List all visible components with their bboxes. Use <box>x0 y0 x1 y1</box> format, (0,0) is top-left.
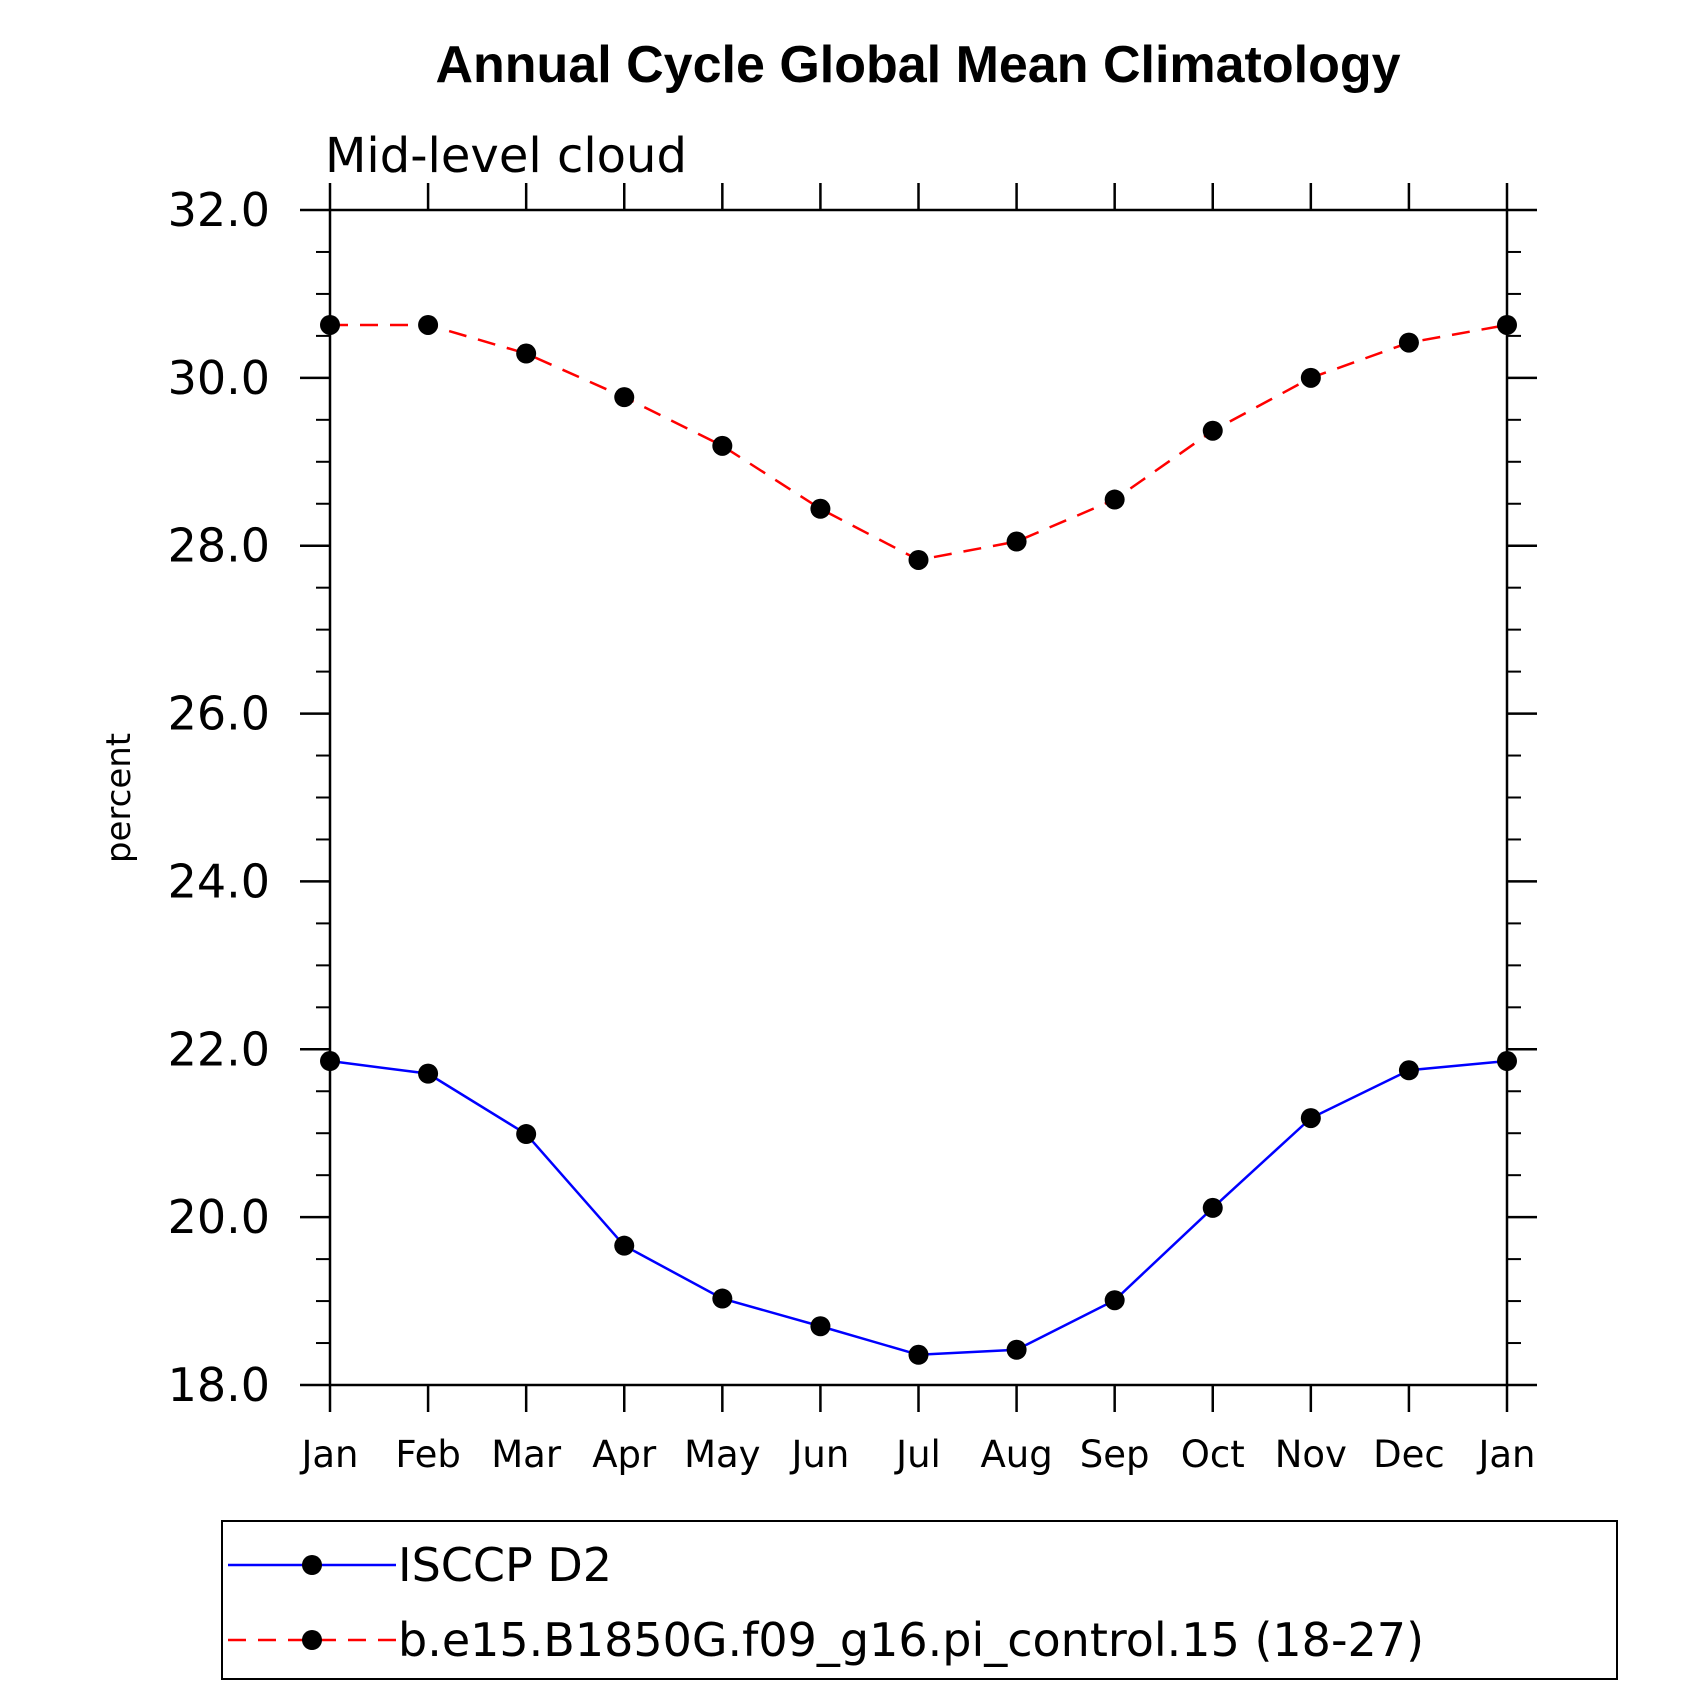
series-2-point <box>516 343 537 364</box>
x-tick-label: Nov <box>1275 1433 1347 1476</box>
y-tick-label: 30.0 <box>168 351 270 405</box>
y-axis-label: percent <box>99 733 139 863</box>
series-2-point <box>810 498 831 519</box>
series-layer <box>320 314 1517 1365</box>
legend-marker-2 <box>302 1630 322 1650</box>
legend: ISCCP D2 b.e15.B1850G.f09_g16.pi_control.… <box>221 1520 1618 1680</box>
y-tick-label: 28.0 <box>168 519 270 573</box>
x-tick-label: Jul <box>894 1433 941 1476</box>
x-tick-label: May <box>684 1433 761 1476</box>
chart-title: Annual Cycle Global Mean Climatology <box>435 36 1400 94</box>
chart-subtitle: Mid-level cloud <box>325 128 687 184</box>
series-1-point <box>320 1051 340 1072</box>
series-2-point <box>1006 531 1027 552</box>
series-1-point <box>418 1063 439 1084</box>
legend-marker-1 <box>302 1555 322 1575</box>
x-tick-label: Oct <box>1181 1433 1245 1476</box>
y-tick-label: 18.0 <box>168 1358 270 1412</box>
series-2-point <box>614 387 635 408</box>
series-1-point <box>810 1316 831 1337</box>
legend-box <box>221 1520 1618 1680</box>
series-1-point <box>1398 1060 1419 1081</box>
x-tick-label: Sep <box>1080 1433 1150 1476</box>
x-tick-label: Jun <box>790 1433 850 1476</box>
series-2-point <box>418 314 439 335</box>
series-1-point <box>1104 1290 1125 1311</box>
series-2-point <box>1104 489 1125 510</box>
series-2-point <box>1497 314 1517 335</box>
series-1-point <box>1497 1051 1517 1072</box>
series-2-point <box>320 314 340 335</box>
series-2-point <box>908 549 929 570</box>
x-tick-label: Jan <box>1476 1433 1535 1476</box>
y-tick-label: 26.0 <box>168 687 270 741</box>
y-tick-label: 32.0 <box>168 183 270 237</box>
x-tick-label: Jan <box>299 1433 358 1476</box>
legend-label-2: b.e15.B1850G.f09_g16.pi_control.15 (18-2… <box>398 1613 1424 1667</box>
series-1-point <box>1006 1339 1027 1360</box>
plot-frame <box>328 208 1509 1387</box>
series-2-point <box>1300 367 1321 388</box>
series-line-1 <box>329 1059 1508 1357</box>
series-1-point <box>1202 1197 1223 1218</box>
series-1-point <box>712 1288 733 1309</box>
x-tick-label: Dec <box>1373 1433 1445 1476</box>
x-tick-label: Mar <box>491 1433 562 1476</box>
series-1-point <box>908 1344 929 1365</box>
series-1-point <box>614 1235 635 1256</box>
series-2-point <box>712 435 733 456</box>
series-1-point <box>516 1124 537 1145</box>
x-tick-label: Feb <box>395 1433 461 1476</box>
legend-label-1: ISCCP D2 <box>398 1538 612 1592</box>
y-tick-label: 22.0 <box>168 1022 270 1076</box>
x-tick-label: Apr <box>592 1433 657 1476</box>
x-tick-label: Aug <box>980 1433 1052 1476</box>
y-tick-label: 24.0 <box>168 854 270 908</box>
series-line-2 <box>330 323 1508 562</box>
plot-axes: Jan Feb Mar Apr May Jun Jul Aug Sep Oct Nov Dec Jan 1… <box>168 183 1537 1476</box>
series-2-point <box>1398 332 1419 353</box>
series-2-point <box>1202 420 1223 441</box>
y-tick-label: 20.0 <box>168 1190 270 1244</box>
series-1-point <box>1300 1108 1321 1129</box>
